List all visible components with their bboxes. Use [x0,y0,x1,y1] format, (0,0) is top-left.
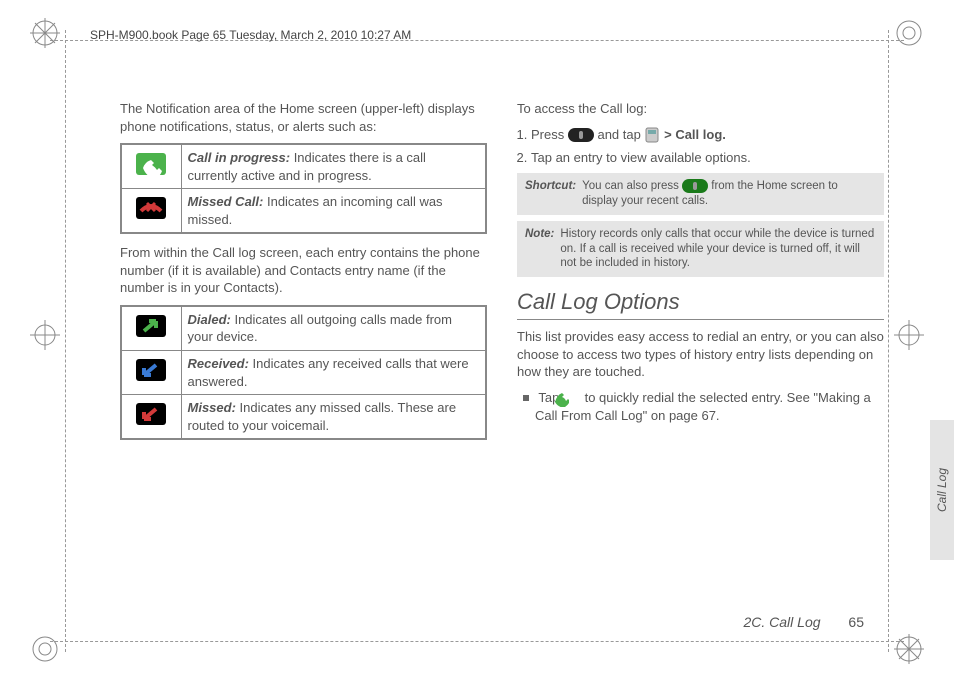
bullet-marker [523,395,529,401]
shortcut-label: Shortcut: [525,179,576,209]
left-column: The Notification area of the Home screen… [120,100,487,622]
options-intro: This list provides easy access to redial… [517,328,884,381]
missed-call-icon [136,197,166,219]
step-item: Press and tap > Call log. [531,126,884,144]
table-row: Missed Call: Indicates an incoming call … [121,189,486,234]
table-row: Missed: Indicates any missed calls. Thes… [121,395,486,440]
shortcut-box: Shortcut: You can also press from the Ho… [517,173,884,215]
dialed-icon [136,315,166,337]
call-key-icon [682,179,708,193]
crop-line-left [65,30,66,652]
note-text: History records only calls that occur wh… [560,227,876,272]
section-heading: Call Log Options [517,287,884,320]
reg-mark-icon [30,634,60,664]
footer-section: 2C. Call Log [743,614,820,630]
icon-description: Received: Indicates any received calls t… [181,351,486,395]
dialer-icon [644,127,660,143]
side-tab-label: Call Log [935,468,949,512]
icon-cell [121,395,181,440]
crop-line-right [888,30,889,652]
reg-mark-icon [30,320,60,350]
reg-mark-icon [894,634,924,664]
intro-paragraph-2: From within the Call log screen, each en… [120,244,487,297]
icon-cell [121,189,181,234]
crop-line-bottom [50,641,904,642]
icon-cell [121,351,181,395]
step-item: Tap an entry to view available options. [531,149,884,167]
icon-description: Missed Call: Indicates an incoming call … [181,189,486,234]
icon-description: Call in progress: Indicates there is a c… [181,144,486,189]
note-box: Note: History records only calls that oc… [517,221,884,278]
reg-mark-icon [894,320,924,350]
icon-cell [121,306,181,351]
access-heading: To access the Call log: [517,100,884,118]
footer-page-number: 65 [848,614,864,630]
menu-target: Call log. [675,127,726,142]
reg-mark-icon [894,18,924,48]
notification-icons-table: Call in progress: Indicates there is a c… [120,143,487,234]
note-label: Note: [525,227,554,272]
table-row: Dialed: Indicates all outgoing calls mad… [121,306,486,351]
right-column: To access the Call log: Press and tap > … [517,100,884,622]
icon-description: Missed: Indicates any missed calls. Thes… [181,395,486,440]
missed-icon [136,403,166,425]
page-content: The Notification area of the Home screen… [120,100,884,622]
steps-list: Press and tap > Call log. Tap an entry t… [531,126,884,167]
table-row: Call in progress: Indicates there is a c… [121,144,486,189]
shortcut-text: You can also press from the Home screen … [582,179,876,209]
reg-mark-icon [30,18,60,48]
breadcrumb-separator: > [664,127,675,142]
icon-description: Dialed: Indicates all outgoing calls mad… [181,306,486,351]
call-in-progress-icon [136,153,166,175]
redial-icon [563,389,581,407]
home-key-icon [568,128,594,142]
side-tab: Call Log [930,420,954,560]
bullet-item: Tap to quickly redial the selected entry… [535,389,884,425]
received-icon [136,359,166,381]
intro-paragraph: The Notification area of the Home screen… [120,100,487,135]
table-row: Received: Indicates any received calls t… [121,351,486,395]
page-footer: 2C. Call Log 65 [743,614,864,630]
print-header: SPH-M900.book Page 65 Tuesday, March 2, … [90,28,411,42]
icon-cell [121,144,181,189]
call-log-icons-table: Dialed: Indicates all outgoing calls mad… [120,305,487,440]
